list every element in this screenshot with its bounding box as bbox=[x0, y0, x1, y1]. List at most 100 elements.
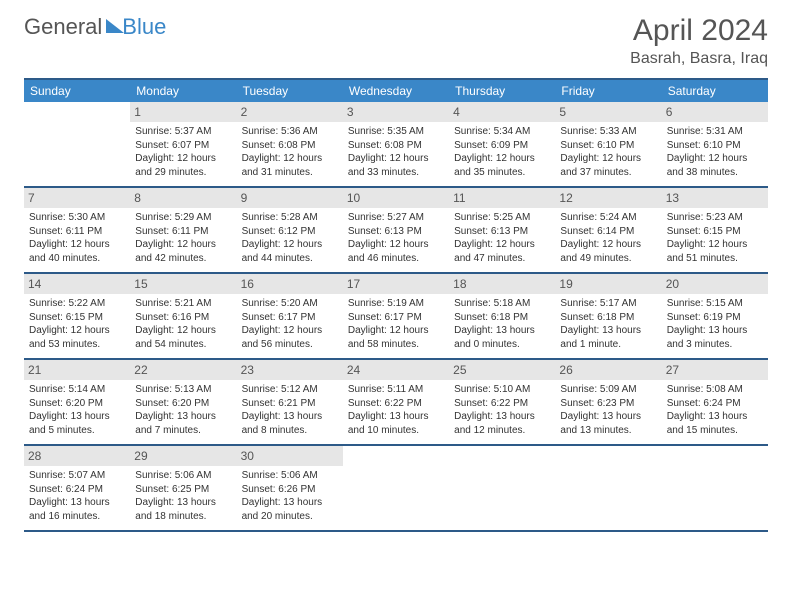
sunrise-text: Sunrise: 5:06 AM bbox=[242, 469, 338, 483]
day-cell: 28Sunrise: 5:07 AMSunset: 6:24 PMDayligh… bbox=[24, 446, 130, 530]
daylight-line2: and 7 minutes. bbox=[135, 424, 231, 438]
sunrise-text: Sunrise: 5:17 AM bbox=[560, 297, 656, 311]
daylight-line1: Daylight: 13 hours bbox=[242, 410, 338, 424]
daylight-line2: and 31 minutes. bbox=[242, 166, 338, 180]
title-block: April 2024 Basrah, Basra, Iraq bbox=[630, 14, 768, 68]
sunrise-text: Sunrise: 5:23 AM bbox=[667, 211, 763, 225]
daylight-line1: Daylight: 12 hours bbox=[29, 324, 125, 338]
logo-blue-wrap: Blue bbox=[104, 14, 166, 40]
daylight-line2: and 15 minutes. bbox=[667, 424, 763, 438]
daylight-line2: and 8 minutes. bbox=[242, 424, 338, 438]
day-cell: 1Sunrise: 5:37 AMSunset: 6:07 PMDaylight… bbox=[130, 102, 236, 186]
day-cell: 14 Sunrise: 5:22 AMSunset: 6:15 PMDayligh… bbox=[24, 274, 130, 358]
daylight-line1: Daylight: 13 hours bbox=[560, 324, 656, 338]
empty-cell bbox=[343, 446, 449, 530]
daylight-line2: and 20 minutes. bbox=[242, 510, 338, 524]
daylight-line1: Daylight: 12 hours bbox=[348, 238, 444, 252]
day-number: 3 bbox=[343, 102, 449, 122]
sunset-text: Sunset: 6:13 PM bbox=[454, 225, 550, 239]
sunset-text: Sunset: 6:18 PM bbox=[560, 311, 656, 325]
day-cell: 25Sunrise: 5:10 AMSunset: 6:22 PMDayligh… bbox=[449, 360, 555, 444]
day-number: 20 bbox=[662, 274, 768, 294]
daylight-line2: and 16 minutes. bbox=[29, 510, 125, 524]
week-row: 28Sunrise: 5:07 AMSunset: 6:24 PMDayligh… bbox=[24, 446, 768, 532]
sunset-text: Sunset: 6:23 PM bbox=[560, 397, 656, 411]
sunrise-text: Sunrise: 5:06 AM bbox=[135, 469, 231, 483]
daylight-line2: and 44 minutes. bbox=[242, 252, 338, 266]
daylight-line2: and 38 minutes. bbox=[667, 166, 763, 180]
day-number: 10 bbox=[343, 188, 449, 208]
sunset-text: Sunset: 6:24 PM bbox=[29, 483, 125, 497]
header: General Blue April 2024 Basrah, Basra, I… bbox=[24, 14, 768, 68]
sunrise-text: Sunrise: 5:12 AM bbox=[242, 383, 338, 397]
day-number: 26 bbox=[555, 360, 661, 380]
day-cell: 20Sunrise: 5:15 AMSunset: 6:19 PMDayligh… bbox=[662, 274, 768, 358]
day-cell: 19Sunrise: 5:17 AMSunset: 6:18 PMDayligh… bbox=[555, 274, 661, 358]
day-cell: 7Sunrise: 5:30 AMSunset: 6:11 PMDaylight… bbox=[24, 188, 130, 272]
empty-cell bbox=[662, 446, 768, 530]
daylight-line2: and 13 minutes. bbox=[560, 424, 656, 438]
sunset-text: Sunset: 6:20 PM bbox=[135, 397, 231, 411]
day-cell: 2Sunrise: 5:36 AMSunset: 6:08 PMDaylight… bbox=[237, 102, 343, 186]
daylight-line1: Daylight: 13 hours bbox=[242, 496, 338, 510]
sunset-text: Sunset: 6:15 PM bbox=[667, 225, 763, 239]
daylight-line1: Daylight: 12 hours bbox=[560, 152, 656, 166]
day-number: 8 bbox=[130, 188, 236, 208]
sunset-text: Sunset: 6:11 PM bbox=[29, 225, 125, 239]
empty-cell bbox=[24, 102, 130, 186]
logo-text-general: General bbox=[24, 14, 102, 40]
daylight-line1: Daylight: 13 hours bbox=[454, 324, 550, 338]
sunrise-text: Sunrise: 5:19 AM bbox=[348, 297, 444, 311]
daylight-line2: and 53 minutes. bbox=[29, 338, 125, 352]
sunset-text: Sunset: 6:25 PM bbox=[135, 483, 231, 497]
sunrise-text: Sunrise: 5:31 AM bbox=[667, 125, 763, 139]
day-number: 16 bbox=[237, 274, 343, 294]
day-cell: 29Sunrise: 5:06 AMSunset: 6:25 PMDayligh… bbox=[130, 446, 236, 530]
day-header-row: SundayMondayTuesdayWednesdayThursdayFrid… bbox=[24, 80, 768, 102]
sunset-text: Sunset: 6:08 PM bbox=[348, 139, 444, 153]
sunrise-text: Sunrise: 5:24 AM bbox=[560, 211, 656, 225]
day-cell: 13Sunrise: 5:23 AMSunset: 6:15 PMDayligh… bbox=[662, 188, 768, 272]
week-row: 7Sunrise: 5:30 AMSunset: 6:11 PMDaylight… bbox=[24, 188, 768, 274]
sunset-text: Sunset: 6:19 PM bbox=[667, 311, 763, 325]
week-row: 14Sunrise: 5:22 AMSunset: 6:15 PMDayligh… bbox=[24, 274, 768, 360]
sunset-text: Sunset: 6:17 PM bbox=[242, 311, 338, 325]
day-number: 30 bbox=[237, 446, 343, 466]
day-cell: 21Sunrise: 5:14 AMSunset: 6:20 PMDayligh… bbox=[24, 360, 130, 444]
sunset-text: Sunset: 6:26 PM bbox=[242, 483, 338, 497]
daylight-line1: Daylight: 12 hours bbox=[454, 238, 550, 252]
sunrise-text: Sunrise: 5:22 AM bbox=[29, 297, 125, 311]
day-cell: 3Sunrise: 5:35 AMSunset: 6:08 PMDaylight… bbox=[343, 102, 449, 186]
day-number: 14 bbox=[24, 274, 130, 294]
week-row: 1 Sunrise: 5:37 AMSunset: 6:07 PM Daylight… bbox=[24, 102, 768, 188]
daylight-line2: and 42 minutes. bbox=[135, 252, 231, 266]
day-number: 27 bbox=[662, 360, 768, 380]
day-number: 25 bbox=[449, 360, 555, 380]
sunset-text: Sunset: 6:17 PM bbox=[348, 311, 444, 325]
daylight-line2: and 40 minutes. bbox=[29, 252, 125, 266]
day-header-cell: Tuesday bbox=[237, 80, 343, 102]
calendar-body: 1 Sunrise: 5:37 AMSunset: 6:07 PM Daylight… bbox=[24, 102, 768, 532]
sunset-text: Sunset: 6:10 PM bbox=[560, 139, 656, 153]
daylight-line2: and 29 minutes. bbox=[135, 166, 231, 180]
day-number: 1 bbox=[130, 102, 236, 122]
empty-cell bbox=[555, 446, 661, 530]
day-header-cell: Sunday bbox=[24, 80, 130, 102]
day-cell: 26Sunrise: 5:09 AMSunset: 6:23 PMDayligh… bbox=[555, 360, 661, 444]
sunrise-text: Sunrise: 5:28 AM bbox=[242, 211, 338, 225]
sunrise-text: Sunrise: 5:37 AM bbox=[135, 125, 231, 139]
day-cell: 12Sunrise: 5:24 AMSunset: 6:14 PMDayligh… bbox=[555, 188, 661, 272]
sunset-text: Sunset: 6:07 PM bbox=[135, 139, 231, 153]
day-cell: 24Sunrise: 5:11 AMSunset: 6:22 PMDayligh… bbox=[343, 360, 449, 444]
daylight-line1: Daylight: 13 hours bbox=[560, 410, 656, 424]
sunset-text: Sunset: 6:20 PM bbox=[29, 397, 125, 411]
sunset-text: Sunset: 6:15 PM bbox=[29, 311, 125, 325]
sunset-text: Sunset: 6:22 PM bbox=[454, 397, 550, 411]
sunrise-text: Sunrise: 5:08 AM bbox=[667, 383, 763, 397]
sunset-text: Sunset: 6:13 PM bbox=[348, 225, 444, 239]
daylight-line1: Daylight: 13 hours bbox=[348, 410, 444, 424]
day-cell: 17Sunrise: 5:19 AMSunset: 6:17 PMDayligh… bbox=[343, 274, 449, 358]
day-cell: 16Sunrise: 5:20 AMSunset: 6:17 PMDayligh… bbox=[237, 274, 343, 358]
day-cell: 11Sunrise: 5:25 AMSunset: 6:13 PMDayligh… bbox=[449, 188, 555, 272]
day-cell: 10Sunrise: 5:27 AMSunset: 6:13 PMDayligh… bbox=[343, 188, 449, 272]
